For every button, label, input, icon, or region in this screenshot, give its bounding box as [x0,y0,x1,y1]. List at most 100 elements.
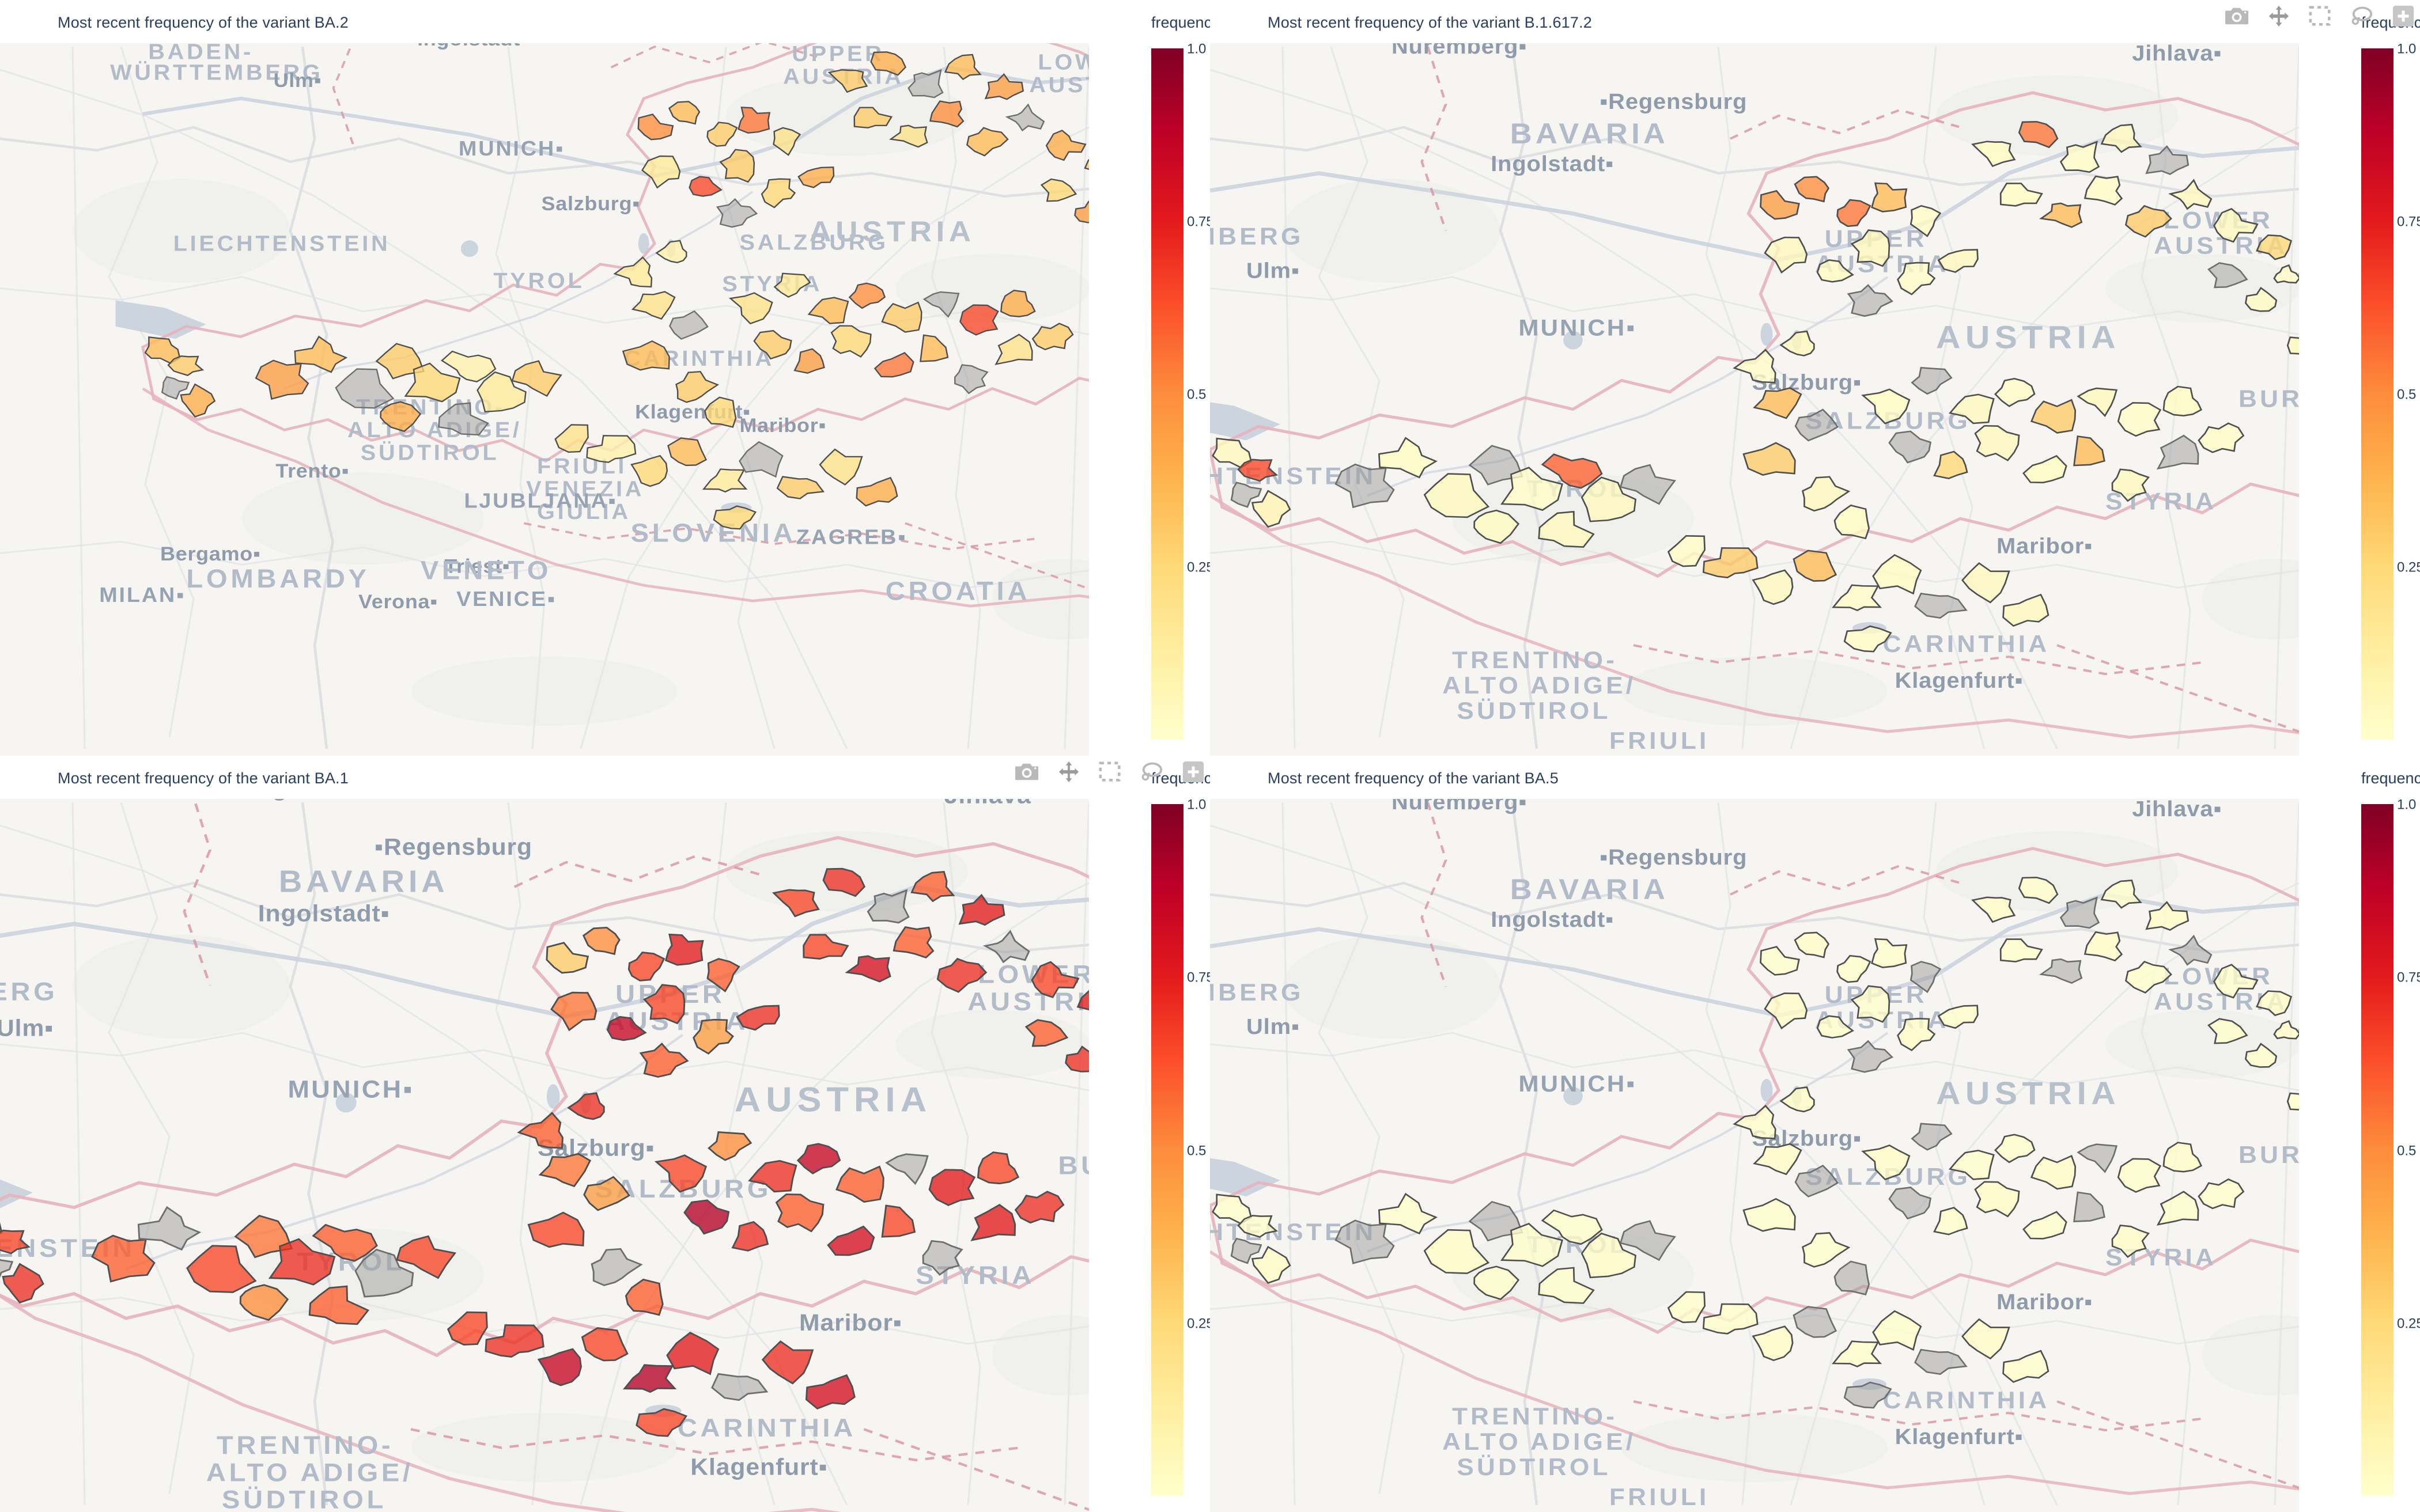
pan-icon[interactable] [2266,5,2292,28]
district[interactable] [2084,931,2123,962]
district[interactable] [1994,1134,2036,1164]
district[interactable] [622,340,670,371]
district[interactable] [1667,1291,1706,1324]
district[interactable] [1971,896,2016,923]
district[interactable] [748,1159,797,1193]
district[interactable] [1334,1219,1395,1264]
district[interactable] [970,1204,1016,1241]
district[interactable] [1764,992,1808,1030]
district[interactable] [438,402,489,436]
district[interactable] [807,297,849,324]
district[interactable] [2124,204,2172,238]
district[interactable] [797,166,835,188]
district[interactable] [954,364,989,395]
district[interactable] [1580,476,1637,522]
district[interactable] [803,934,849,960]
district[interactable] [0,1229,31,1255]
district[interactable] [1031,961,1080,999]
district[interactable] [1423,1229,1490,1274]
district[interactable] [441,350,497,382]
district[interactable] [91,1234,156,1283]
district[interactable] [627,951,666,982]
district[interactable] [554,424,589,453]
district[interactable] [1999,938,2043,962]
district[interactable] [630,454,668,487]
district[interactable] [1831,1340,1882,1367]
district[interactable] [1753,1143,1802,1176]
district[interactable] [2018,120,2059,149]
district[interactable] [2145,901,2190,931]
district[interactable] [928,1169,976,1206]
district[interactable] [1237,458,1279,482]
district[interactable] [827,69,868,93]
district[interactable] [1871,938,1908,968]
district[interactable] [2073,1191,2105,1222]
district[interactable] [485,1324,544,1358]
district[interactable] [2162,385,2203,416]
district[interactable] [1752,1325,1794,1361]
district[interactable] [936,957,988,993]
district[interactable] [642,984,686,1025]
district[interactable] [1764,236,1808,274]
map-svg[interactable]: Nuremberg▪Jihlava▪Brno▪▪RegensburgBAVARI… [1210,43,2420,756]
district[interactable] [637,113,674,141]
district[interactable] [1793,1306,1837,1338]
district[interactable] [583,1176,631,1211]
district[interactable] [1831,584,1882,612]
district[interactable] [2077,387,2118,418]
district[interactable] [1909,204,1942,237]
district[interactable] [2100,880,2142,909]
district[interactable] [1040,178,1077,202]
district[interactable] [186,1245,257,1293]
map-canvas-b16172[interactable]: Nuremberg▪ Jihlava▪ Brno▪ ▪Regensburg BAVARI… [1210,43,2420,756]
district[interactable] [477,371,527,413]
district[interactable] [683,1199,730,1235]
district[interactable] [2310,1203,2341,1230]
district[interactable] [268,1238,336,1286]
district[interactable] [606,1015,647,1041]
district[interactable] [2244,1043,2278,1068]
district[interactable] [1861,388,1911,425]
district[interactable] [2124,961,2172,994]
district[interactable] [312,1223,378,1262]
district[interactable] [966,127,1009,157]
district[interactable] [1914,1348,1968,1375]
district[interactable] [1872,1310,1922,1351]
district[interactable] [546,942,589,974]
district[interactable] [1541,1209,1603,1245]
district[interactable] [920,334,949,362]
district[interactable] [636,1408,688,1437]
district[interactable] [1897,262,1936,295]
district[interactable] [1861,1144,1911,1181]
district[interactable] [2059,141,2100,173]
district[interactable] [719,149,755,183]
district[interactable] [1933,1207,1968,1236]
district[interactable] [2111,468,2150,502]
district[interactable] [586,435,637,463]
district[interactable] [167,355,205,376]
district[interactable] [668,101,701,125]
district[interactable] [1031,323,1074,351]
district[interactable] [1897,1018,1936,1052]
district[interactable] [1014,1191,1065,1224]
district[interactable] [1334,463,1395,509]
district[interactable] [1909,961,1942,994]
district[interactable] [180,383,216,418]
district[interactable] [1911,1123,1953,1151]
box-select-icon[interactable] [1097,760,1124,783]
district[interactable] [870,51,907,76]
district[interactable] [845,955,891,983]
district[interactable] [888,124,928,148]
district[interactable] [1794,1164,1839,1198]
district[interactable] [335,368,395,409]
district[interactable] [1065,1045,1099,1073]
zoom-in-icon[interactable] [1180,760,1207,783]
district[interactable] [1619,464,1676,505]
district[interactable] [2002,1350,2050,1383]
district[interactable] [708,1131,753,1161]
district[interactable] [622,1364,677,1393]
district[interactable] [1753,387,1802,419]
district[interactable] [711,1373,769,1401]
district[interactable] [2310,448,2341,474]
district[interactable] [1836,199,1871,228]
